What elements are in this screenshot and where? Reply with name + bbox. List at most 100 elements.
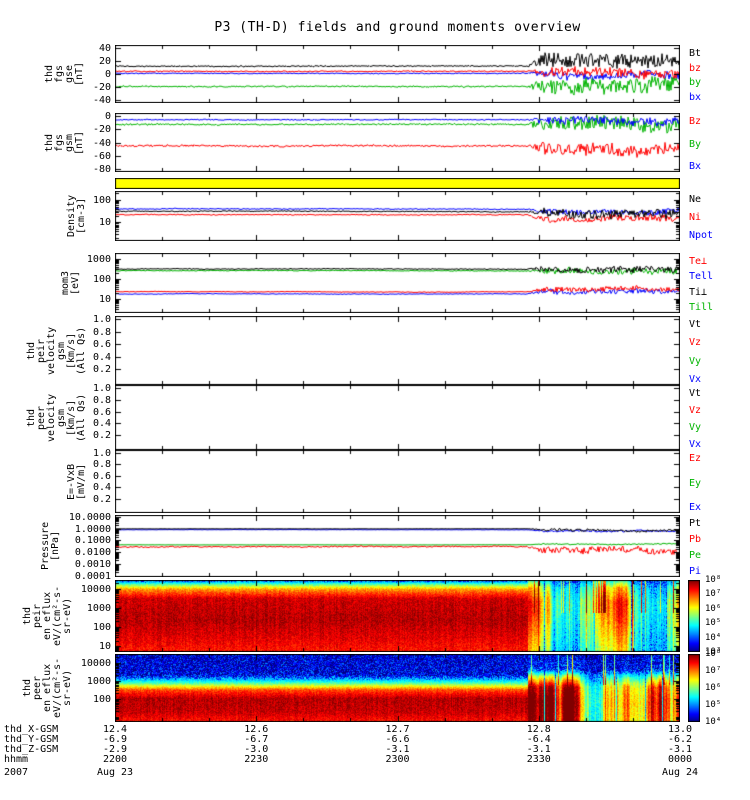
- colorbar-tick-label: 10⁸: [705, 575, 722, 585]
- y-tick-label: 0.0100: [74, 547, 111, 559]
- trace-label-Vz: Vz: [689, 337, 702, 349]
- panel-y-label-fgs-gsm: thd fgs gsm [nT]: [44, 130, 85, 155]
- axis-value: 2330: [526, 754, 551, 765]
- y-tick-label: 40: [98, 42, 111, 54]
- panel-y-label-peer-eflux: thd peer en eflux eV/(cm²-s- sr-eV): [22, 657, 73, 719]
- y-tick-label: 1.0: [92, 314, 111, 326]
- axis-value: -6.4: [526, 734, 551, 745]
- y-tick-label: -40: [92, 137, 111, 149]
- y-tick-label: 0.0001: [74, 570, 111, 582]
- y-tick-label: 0.1000: [74, 535, 111, 547]
- trace-label-Till: Till: [689, 302, 714, 313]
- axis-value: -2.9: [102, 744, 128, 755]
- trace-label-Npot: Npot: [689, 230, 714, 241]
- colorbar-tick-label: 10⁵: [705, 700, 722, 710]
- y-tick-label: 1000: [86, 603, 111, 615]
- colorbar-tick-label: 10³: [705, 647, 722, 657]
- axis-value: -3.0: [244, 744, 269, 755]
- y-tick-label: 100: [92, 693, 111, 705]
- trace-label-Vy: Vy: [689, 355, 702, 367]
- axis-row-label-2007: 2007: [4, 767, 29, 778]
- trace-label-Vx: Vx: [689, 439, 702, 450]
- colorbar-tick-label: 10⁶: [705, 683, 722, 693]
- y-tick-label: 10: [98, 641, 111, 653]
- panel-y-label-pressure: Pressure [nPa]: [40, 521, 61, 571]
- colorbar-tick-label: 10⁷: [705, 666, 722, 676]
- colorbar-tick-label: 10⁵: [705, 618, 722, 629]
- axis-row-label-thd-Z-GSM: thd_Z-GSM: [4, 744, 59, 755]
- y-tick-label: 0: [104, 69, 111, 80]
- axis-value: 13.0: [667, 724, 693, 735]
- y-tick-label: 10000: [80, 584, 111, 596]
- trace-label-Vz: Vz: [689, 405, 702, 416]
- panel-temperature-canvas: [115, 253, 680, 313]
- colorbar-peer-eflux: [688, 654, 700, 722]
- colorbar-tick-label: 10⁶: [705, 603, 722, 614]
- trace-label-Pt: Pt: [689, 518, 702, 529]
- panel-status-bar-canvas: [115, 178, 680, 189]
- axis-value: -3.1: [385, 744, 410, 755]
- colorbar-peir-eflux: [688, 580, 700, 652]
- y-tick-label: 0.4: [92, 351, 111, 363]
- y-tick-label: 1000: [86, 675, 111, 687]
- y-tick-label: 0.8: [92, 394, 111, 406]
- panel-pressure-canvas: [115, 515, 680, 577]
- panel-y-label-temperature: mom3 [eV]: [60, 270, 81, 296]
- axis-value: -6.6: [385, 734, 410, 745]
- y-tick-label: 10: [98, 294, 111, 306]
- panel-velocity-peer-canvas: [115, 385, 680, 450]
- y-tick-label: 100: [92, 622, 111, 634]
- axis-value: 2230: [244, 754, 269, 765]
- axis-row-label-thd-Y-GSM: thd_Y-GSM: [4, 734, 59, 745]
- y-tick-label: 0.8: [92, 459, 111, 471]
- y-tick-label: -20: [92, 82, 111, 94]
- y-tick-label: 1.0: [92, 382, 111, 394]
- y-tick-label: -80: [92, 164, 111, 176]
- trace-label-Vt: Vt: [689, 388, 702, 399]
- trace-label-Vx: Vx: [689, 374, 702, 385]
- colorbar-tick-label: 10⁴: [705, 632, 722, 643]
- axis-value: -3.1: [526, 744, 551, 755]
- trace-label-By: By: [689, 138, 702, 150]
- chart-title: P3 (TH-D) fields and ground moments over…: [214, 20, 581, 35]
- panel-fgs-gse-canvas: [115, 45, 680, 103]
- colorbar-tick-label: 10⁷: [705, 589, 722, 600]
- trace-label-Ne: Ne: [689, 194, 702, 205]
- axis-value: Aug 23: [96, 767, 134, 778]
- axis-value: 12.6: [244, 724, 269, 735]
- colorbar-tick-label: 10⁸: [705, 649, 722, 659]
- trace-label-Pi: Pi: [689, 566, 702, 577]
- trace-label-Vy: Vy: [689, 422, 702, 433]
- axis-value: -6.7: [244, 734, 269, 745]
- trace-label-Vt: Vt: [689, 319, 702, 330]
- axis-value: 12.8: [526, 724, 551, 735]
- trace-label-bz: bz: [689, 62, 702, 74]
- panel-fgs-gsm-canvas: [115, 113, 680, 172]
- y-tick-label: 1.0000: [74, 523, 111, 535]
- y-tick-label: -20: [92, 124, 111, 136]
- y-tick-label: 10: [98, 217, 111, 229]
- y-tick-label: 0.2: [92, 493, 111, 505]
- panel-y-label-density: Density [cm-3]: [66, 194, 87, 238]
- panel-y-label-velocity-peir: thd peir velocity gsm [km/s] (All Qs): [26, 326, 87, 375]
- trace-label-Bt: Bt: [689, 48, 702, 59]
- y-tick-label: 1000: [86, 254, 111, 266]
- trace-label-Ez: Ez: [689, 453, 702, 464]
- y-tick-label: 0.6: [92, 339, 111, 351]
- axis-value: -6.9: [102, 734, 128, 745]
- y-tick-label: 20: [98, 55, 111, 67]
- y-tick-label: 0.6: [92, 470, 111, 482]
- y-tick-label: 0.2: [92, 364, 111, 376]
- axis-value: 0000: [667, 754, 693, 765]
- trace-label-bx: bx: [689, 92, 702, 103]
- trace-label-Tell: Tell: [689, 271, 714, 283]
- y-tick-label: 100: [92, 194, 111, 206]
- axis-value: 12.7: [385, 724, 410, 735]
- axis-value: 2300: [385, 754, 410, 765]
- axis-row-label-thd-X-GSM: thd_X-GSM: [4, 724, 59, 735]
- trace-label-Ni: Ni: [689, 212, 702, 223]
- trace-label-Ti⊥: Ti⊥: [689, 286, 708, 298]
- panel-y-label-peir-eflux: thd peir en eflux eV/(cm²-s- sr-eV): [22, 585, 73, 647]
- trace-label-Ey: Ey: [689, 477, 702, 489]
